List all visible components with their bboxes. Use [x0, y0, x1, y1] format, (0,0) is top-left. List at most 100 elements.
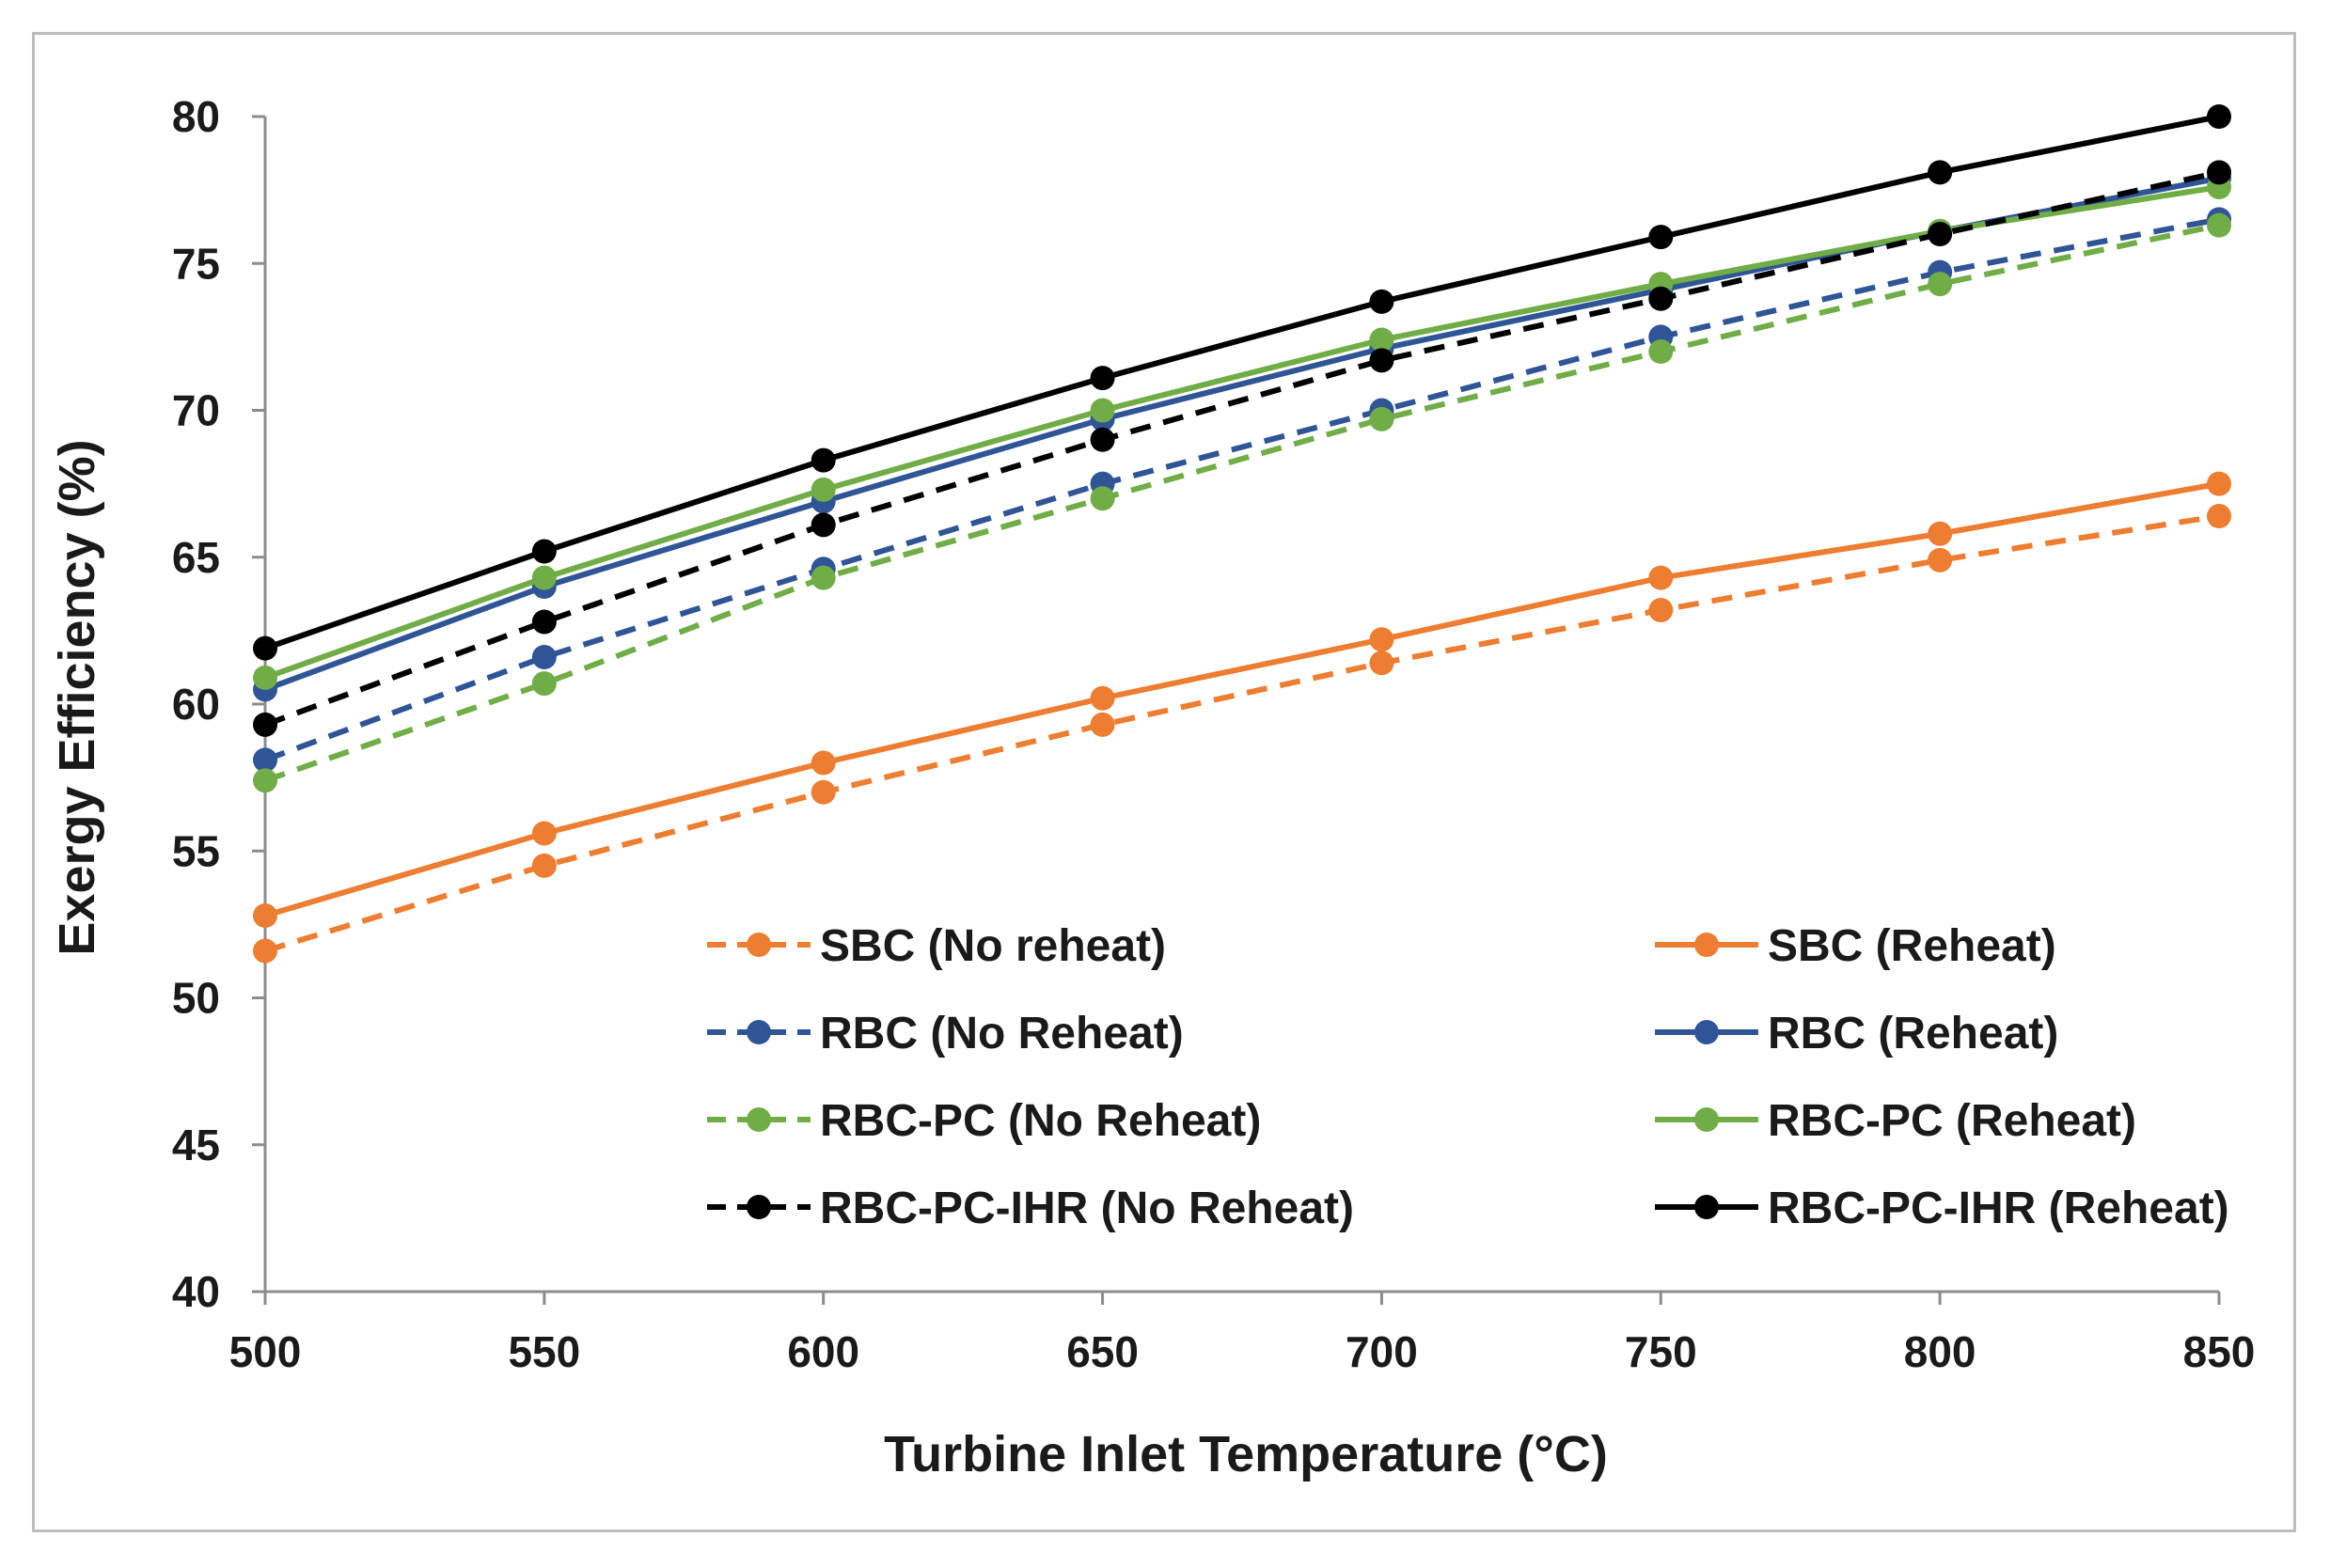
data-point-rbc-pc-no-reheat [1369, 406, 1394, 431]
legend-item-rbc-reheat: RBC (Reheat) [1655, 1009, 2058, 1058]
data-point-sbc-no-reheat [1369, 651, 1394, 676]
legend-label: RBC-PC-IHR (Reheat) [1768, 1184, 2229, 1233]
data-point-rbc-pc-reheat [253, 665, 277, 690]
data-point-sbc-reheat [1928, 521, 1953, 546]
data-point-rbc-no-reheat [253, 747, 277, 773]
y-tick-label: 60 [172, 680, 220, 729]
x-tick-label: 550 [508, 1327, 580, 1376]
data-point-rbc-pc-no-reheat [531, 671, 557, 697]
series-sbc-reheat [253, 471, 2231, 928]
data-point-rbc-pc-no-reheat [1648, 339, 1674, 364]
y-tick-label: 80 [172, 92, 220, 141]
x-tick-label: 500 [229, 1327, 302, 1376]
data-point-sbc-no-reheat [531, 853, 557, 878]
legend-swatch-marker [747, 1195, 771, 1219]
series-line-sbc-reheat [264, 480, 2220, 918]
data-point-rbc-pc-ihr-reheat [1090, 366, 1115, 391]
data-point-rbc-pc-ihr-no-reheat [253, 712, 277, 737]
y-tick-label: 40 [172, 1267, 220, 1316]
legend-swatch-marker [747, 1107, 771, 1132]
legend-item-rbc-pc-ihr-no-reheat: RBC-PC-IHR (No Reheat) [707, 1184, 1354, 1233]
data-point-rbc-pc-reheat [811, 477, 836, 502]
series-line-sbc-no-reheat [264, 513, 2220, 954]
y-tick-label: 70 [172, 386, 220, 435]
legend-swatch-marker [1694, 1107, 1719, 1132]
data-point-sbc-no-reheat [2207, 504, 2231, 528]
data-point-rbc-pc-ihr-no-reheat [1090, 427, 1115, 452]
data-point-sbc-reheat [531, 821, 557, 846]
data-point-rbc-pc-ihr-no-reheat [1369, 348, 1394, 373]
series-rbc-pc-no-reheat [253, 212, 2231, 793]
x-tick-label: 850 [2183, 1327, 2256, 1376]
data-point-rbc-pc-no-reheat [1928, 272, 1953, 297]
legend-label: RBC-PC (Reheat) [1768, 1096, 2136, 1146]
data-point-rbc-pc-ihr-no-reheat [1648, 286, 1674, 311]
legend-label: RBC-PC (No Reheat) [820, 1096, 1261, 1146]
series-rbc-pc-ihr-no-reheat [253, 160, 2231, 737]
legend-swatch-marker [747, 1020, 771, 1044]
data-point-sbc-reheat [2207, 471, 2231, 496]
legend-swatch-marker [1694, 1195, 1719, 1219]
data-point-rbc-pc-no-reheat [2207, 212, 2231, 238]
y-tick-label: 75 [172, 239, 220, 288]
x-tick-label: 800 [1904, 1327, 1976, 1376]
legend-item-rbc-pc-no-reheat: RBC-PC (No Reheat) [707, 1096, 1261, 1146]
legend-item-rbc-pc-reheat: RBC-PC (Reheat) [1655, 1096, 2136, 1146]
data-point-sbc-no-reheat [811, 779, 836, 805]
data-point-rbc-pc-ihr-reheat [2207, 104, 2231, 129]
data-point-rbc-pc-reheat [1090, 398, 1115, 423]
series-sbc-no-reheat [253, 504, 2231, 964]
legend-label: RBC (No Reheat) [820, 1009, 1184, 1058]
legend-item-rbc-pc-ihr-reheat: RBC-PC-IHR (Reheat) [1655, 1184, 2229, 1233]
legend-label: SBC (No reheat) [820, 921, 1166, 971]
data-point-rbc-pc-ihr-no-reheat [2207, 160, 2231, 185]
data-point-rbc-pc-ihr-reheat [253, 635, 277, 661]
data-point-sbc-no-reheat [1928, 547, 1953, 572]
data-point-sbc-reheat [1090, 685, 1115, 711]
series-line-rbc-pc-no-reheat [264, 222, 2220, 784]
y-axis-title: Exergy Efficiency (%) [49, 439, 105, 955]
series-line-rbc-pc-ihr-no-reheat [263, 169, 2220, 728]
series-line-rbc-pc-reheat [263, 184, 2220, 681]
series-rbc-pc-ihr-reheat [253, 104, 2231, 661]
x-tick-label: 750 [1625, 1327, 1697, 1376]
x-tick-label: 650 [1066, 1327, 1139, 1376]
legend-item-sbc-reheat: SBC (Reheat) [1655, 921, 2056, 971]
series-layer [253, 104, 2231, 964]
data-point-rbc-pc-ihr-reheat [1648, 225, 1674, 250]
data-point-rbc-pc-ihr-reheat [531, 539, 557, 564]
series-line-rbc-reheat [263, 175, 2220, 693]
legend-label: RBC (Reheat) [1768, 1009, 2058, 1058]
axes: 40 45 50 55 60 65 70 75 80 500 550 600 650 700 750 800 8… [172, 92, 2256, 1376]
legend-item-sbc-no-reheat: SBC (No reheat) [707, 921, 1166, 971]
data-point-rbc-pc-ihr-no-reheat [531, 609, 557, 635]
data-point-rbc-pc-no-reheat [253, 768, 277, 793]
data-point-sbc-no-reheat [1648, 598, 1674, 622]
legend-swatch-marker [1694, 933, 1719, 957]
data-point-rbc-no-reheat [531, 645, 557, 669]
chart-frame [32, 32, 2296, 1532]
x-tick-label: 600 [787, 1327, 859, 1376]
series-line-rbc-pc-ihr-reheat [264, 114, 2220, 651]
series-line-rbc-no-reheat [263, 216, 2220, 763]
y-tick-label: 55 [172, 826, 220, 875]
data-point-sbc-no-reheat [253, 938, 277, 964]
y-tick-label: 50 [172, 974, 220, 1023]
legend-label: SBC (Reheat) [1768, 921, 2056, 971]
data-point-rbc-pc-reheat [1369, 327, 1394, 353]
data-point-rbc-pc-ihr-no-reheat [1928, 222, 1953, 246]
y-tick-label: 65 [172, 533, 220, 582]
legend-item-rbc-no-reheat: RBC (No Reheat) [707, 1009, 1184, 1058]
legend: SBC (No reheat) SBC (Reheat) RBC (No Rehea… [707, 921, 2229, 1233]
x-axis-title: Turbine Inlet Temperature (°C) [884, 1426, 1608, 1482]
data-point-rbc-pc-ihr-reheat [1928, 160, 1953, 185]
data-point-rbc-pc-no-reheat [1090, 486, 1115, 511]
data-point-rbc-pc-no-reheat [811, 565, 836, 590]
legend-label: RBC-PC-IHR (No Reheat) [820, 1184, 1354, 1233]
data-point-sbc-reheat [1648, 565, 1674, 590]
data-point-rbc-pc-ihr-no-reheat [811, 512, 836, 538]
data-point-sbc-reheat [811, 750, 836, 776]
x-tick-label: 700 [1346, 1327, 1418, 1376]
data-point-rbc-pc-ihr-reheat [811, 447, 836, 473]
